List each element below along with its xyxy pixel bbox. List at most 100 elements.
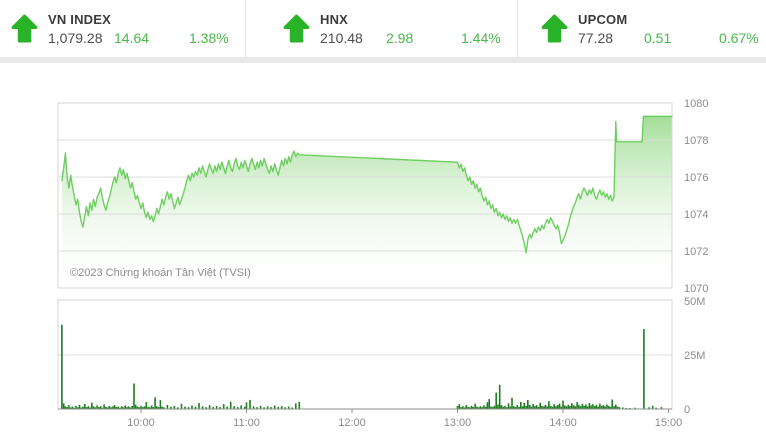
volume-bar	[486, 402, 489, 409]
volume-bar	[648, 407, 650, 409]
volume-bar	[205, 407, 207, 409]
volume-bar	[147, 406, 149, 409]
volume-bar	[586, 406, 589, 409]
volume-bar	[518, 406, 520, 409]
volume-bar	[615, 404, 617, 409]
volume-bar	[576, 402, 578, 409]
price-area	[61, 116, 672, 288]
volume-bar	[585, 404, 587, 409]
volume-bar	[136, 406, 139, 409]
volume-bar	[154, 397, 156, 409]
volume-bar	[124, 405, 126, 409]
volume-bar	[133, 383, 135, 409]
volume-bar	[106, 407, 109, 409]
volume-bar	[604, 406, 606, 409]
volume-bar	[597, 406, 599, 409]
vnindex-intraday-panel: 10:00 11:00 12:00 13:00 14:00 15:00 1080 1078 10…	[0, 63, 766, 441]
volume-bar	[470, 405, 473, 409]
volume-bar	[546, 406, 548, 409]
volume-bar	[256, 407, 258, 409]
up-arrow-icon	[541, 14, 568, 43]
volume-bar	[567, 404, 570, 409]
volume-bar	[472, 407, 475, 409]
volume-bar	[78, 404, 81, 409]
volume-bar	[527, 400, 529, 409]
volume-bar	[226, 406, 228, 409]
volume-axis-tick-label: 0	[684, 404, 690, 416]
volume-bar	[61, 324, 63, 409]
volume-bar	[625, 407, 628, 409]
volume-bar	[602, 405, 605, 409]
volume-bar	[233, 406, 235, 409]
volume-bar	[542, 406, 545, 409]
volume-bar	[497, 404, 499, 409]
volume-bar	[92, 406, 95, 409]
volume-bar	[115, 407, 118, 409]
volume-bar	[593, 406, 596, 409]
volume-bar	[565, 406, 568, 409]
volume-bar	[138, 407, 141, 409]
volume-bar	[516, 405, 519, 409]
price-line	[61, 115, 673, 254]
volume-bar	[62, 403, 65, 409]
volume-bar	[127, 406, 130, 409]
x-axis-tick-label: 15:00	[655, 417, 683, 429]
volume-bar	[493, 405, 496, 409]
volume-bar	[284, 407, 286, 409]
volume-bar	[495, 392, 497, 409]
volume-bar	[521, 406, 524, 409]
volume-bar	[571, 403, 573, 409]
volume-bar	[572, 405, 575, 409]
volume-bar	[143, 406, 146, 409]
index-name: UPCOM	[578, 12, 628, 27]
index-change: 14.64	[114, 30, 150, 46]
volume-bar	[295, 403, 297, 409]
volume-bar	[173, 406, 176, 409]
price-axis-tick-label: 1080	[684, 98, 708, 110]
volume-bar	[613, 406, 615, 409]
volume-bar	[142, 407, 144, 409]
volume-bar	[530, 406, 533, 409]
volume-bar	[490, 406, 492, 409]
volume-bar	[513, 406, 515, 409]
volume-bar	[514, 407, 517, 409]
index-value: 1,079.28	[48, 30, 103, 46]
volume-bar	[528, 404, 531, 409]
volume-bar	[456, 406, 459, 409]
volume-bar	[249, 399, 251, 409]
volume-bar	[511, 397, 513, 409]
index-change: 0.51	[644, 30, 672, 46]
volume-bar	[581, 403, 584, 409]
volume-bar	[491, 407, 494, 409]
volume-bar	[101, 407, 104, 409]
volume-bar	[198, 403, 200, 409]
volume-bar	[245, 402, 248, 409]
up-arrow-icon	[11, 14, 38, 43]
volume-bar	[244, 406, 246, 409]
index-card-vnindex[interactable]: VN INDEX 1,079.28 14.64 1.38%	[0, 0, 245, 57]
volume-bar	[69, 407, 72, 409]
index-card-hnx[interactable]: HNX 210.48 2.98 1.44%	[246, 0, 517, 57]
volume-bar	[469, 407, 471, 409]
volume-bar	[126, 407, 128, 409]
intraday-chart[interactable]: 10:00 11:00 12:00 13:00 14:00 15:001080107810…	[0, 63, 766, 441]
volume-bar	[82, 406, 84, 409]
volume-bar	[266, 406, 269, 409]
volume-bar	[208, 405, 211, 409]
price-axis-tick-label: 1070	[684, 283, 708, 295]
index-percent: 0.67%	[719, 30, 759, 46]
volume-bar	[660, 407, 663, 409]
volume-axis-tick-label: 25M	[684, 350, 705, 362]
volume-bar	[458, 404, 461, 409]
volume-bar	[607, 405, 610, 409]
volume-bar	[76, 407, 79, 409]
index-name: HNX	[320, 12, 349, 27]
volume-bar	[606, 404, 608, 409]
index-value: 77.28	[578, 30, 614, 46]
volume-bar	[85, 407, 88, 409]
volume-bar	[541, 406, 543, 409]
volume-bar	[298, 401, 301, 409]
index-percent: 1.44%	[461, 30, 501, 46]
index-card-upcom[interactable]: UPCOM 77.28 0.51 0.67%	[518, 0, 766, 57]
volume-bar	[84, 404, 86, 409]
